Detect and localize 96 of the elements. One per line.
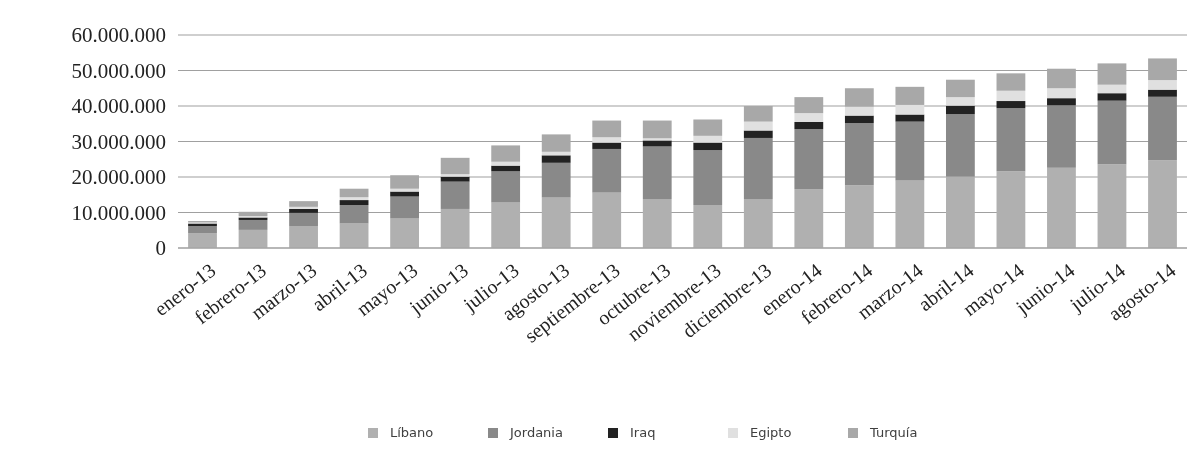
bar (390, 196, 420, 219)
bar (743, 130, 773, 138)
bar (440, 208, 470, 248)
bar (592, 120, 622, 138)
bar (390, 188, 420, 192)
bar (1097, 93, 1127, 101)
bar (440, 157, 470, 175)
bar (1148, 96, 1177, 161)
bar (1047, 88, 1076, 99)
bar (339, 200, 369, 206)
bar (642, 138, 672, 141)
bar (541, 155, 571, 163)
bar (642, 199, 672, 248)
legend-label: Turquía (869, 425, 918, 440)
bar (1097, 164, 1127, 248)
bar (188, 225, 217, 234)
bar (390, 191, 420, 197)
bar (895, 114, 925, 122)
bar (1148, 160, 1177, 248)
bar (1097, 84, 1127, 94)
bar (1047, 167, 1076, 248)
bar (339, 197, 369, 201)
bar (693, 150, 723, 206)
bar (743, 121, 773, 131)
bar (592, 142, 622, 149)
bar (491, 161, 521, 166)
y-tick-label: 20.000.000 (71, 165, 166, 190)
bar (844, 123, 874, 186)
bar (238, 229, 268, 248)
bar (1047, 105, 1076, 168)
bar (642, 140, 672, 147)
bar (794, 129, 824, 190)
bar (996, 101, 1026, 109)
bar (945, 79, 975, 98)
bar (289, 208, 318, 213)
bar (440, 174, 470, 177)
bar (743, 199, 773, 248)
bar (390, 218, 420, 248)
y-tick-label: 60.000.000 (71, 23, 166, 48)
bar (895, 121, 925, 181)
bar (339, 205, 369, 224)
bar (844, 185, 874, 248)
bar (289, 201, 318, 207)
bar (1148, 80, 1177, 90)
bar (794, 121, 824, 130)
bar (895, 180, 925, 248)
bar (541, 162, 571, 198)
bar (1148, 89, 1177, 97)
bar (339, 188, 369, 198)
bar (743, 137, 773, 200)
y-tick-label: 50.000.000 (71, 58, 166, 83)
bar (693, 205, 723, 248)
bar (996, 73, 1026, 91)
bar (844, 115, 874, 124)
bar (238, 219, 268, 230)
bar (895, 104, 925, 115)
bar (339, 223, 369, 248)
legend-label: Iraq (630, 425, 656, 440)
y-tick-label: 40.000.000 (71, 94, 166, 119)
y-tick-label: 30.000.000 (71, 129, 166, 154)
bar (440, 176, 470, 182)
bar (945, 176, 975, 248)
bar (491, 171, 521, 203)
bar (592, 192, 622, 248)
bar (693, 142, 723, 151)
bar (592, 148, 622, 193)
y-tick-label: 0 (155, 236, 166, 261)
bar (491, 145, 521, 162)
bar (642, 146, 672, 200)
bar (945, 114, 975, 177)
legend-label: Líbano (390, 425, 434, 440)
bar (844, 106, 874, 116)
bar (945, 105, 975, 115)
legend-label: Egipto (750, 425, 792, 440)
bar (642, 120, 672, 139)
bar (491, 202, 521, 248)
y-tick-label: 10.000.000 (71, 200, 166, 225)
bar (541, 197, 571, 248)
bar (289, 206, 318, 209)
legend-label: Jordania (509, 425, 563, 440)
bar (996, 90, 1026, 102)
bar (794, 113, 824, 122)
bar (1097, 100, 1127, 165)
bar (794, 189, 824, 248)
bar (895, 86, 925, 105)
bar (188, 233, 217, 248)
bar (996, 108, 1026, 172)
bar (693, 119, 723, 136)
bar (996, 171, 1026, 248)
bar (289, 212, 318, 226)
bar (289, 225, 318, 248)
bar (1047, 98, 1076, 106)
bar (440, 181, 470, 209)
bar (693, 135, 723, 143)
bar (945, 97, 975, 106)
bar (592, 137, 622, 143)
